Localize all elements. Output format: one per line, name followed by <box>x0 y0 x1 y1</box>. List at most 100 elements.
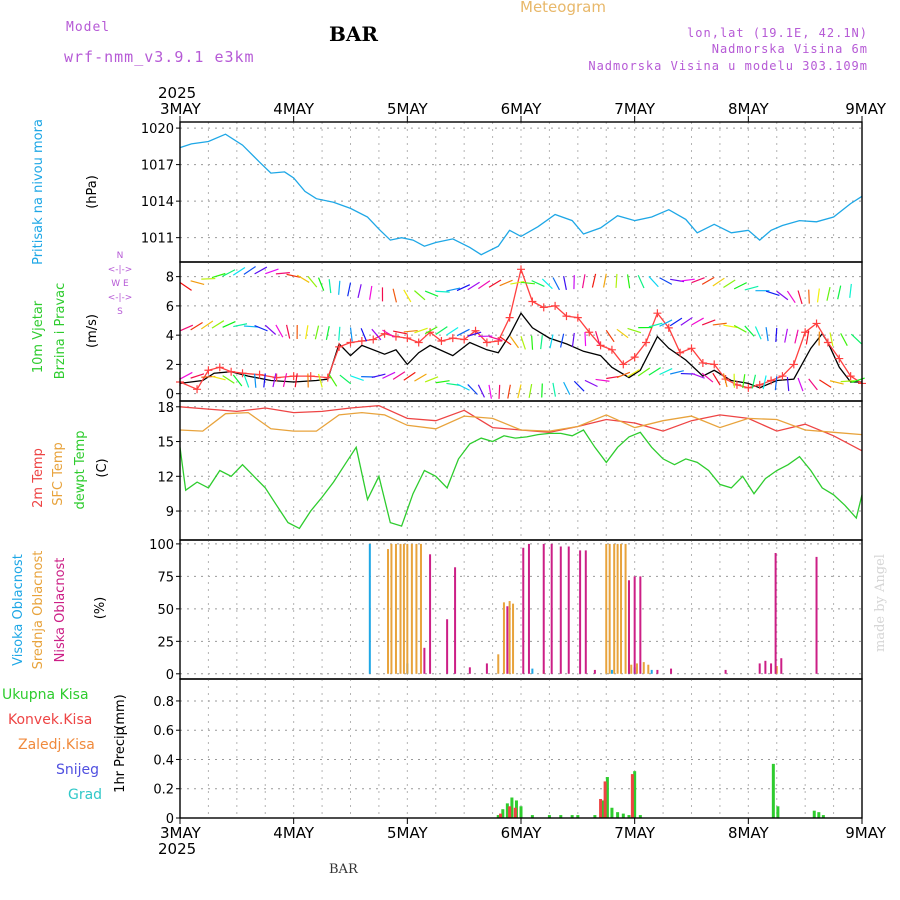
gust-marker <box>539 303 548 312</box>
wind-arrow <box>691 277 705 284</box>
y-tick-label: 50 <box>157 603 174 618</box>
bar-total_precip <box>570 815 574 818</box>
wind-arrow <box>637 275 645 289</box>
gust-marker <box>437 337 446 346</box>
wind-arrow <box>669 317 683 327</box>
wind-arrow <box>837 285 842 300</box>
gust-marker <box>562 312 571 321</box>
wind-arrow <box>347 282 352 297</box>
ylabel-wind-unit: (m/s) <box>85 314 100 348</box>
wind-arrow <box>382 371 396 379</box>
wind-arrow <box>424 290 439 297</box>
wind-arrow <box>349 327 353 342</box>
x-tick-label-bottom: 8MAY <box>728 824 770 842</box>
y-tick-label: 25 <box>157 635 174 650</box>
wind-arrow <box>540 335 543 350</box>
wind-arrow <box>595 330 601 345</box>
bar-total_precip <box>610 807 614 818</box>
wind-arrow <box>328 374 338 387</box>
y-tick-label: 0.8 <box>153 695 174 710</box>
wind-arrow <box>627 369 640 378</box>
gust-marker <box>619 360 628 369</box>
wind-arrow <box>819 379 832 388</box>
wind-arrow <box>605 329 615 343</box>
wind-arrow <box>446 287 461 292</box>
wind-arrow <box>712 322 727 326</box>
gust-marker <box>664 323 673 332</box>
bar-low_cloud <box>446 619 449 674</box>
wind-arrow <box>275 324 284 338</box>
bar-total_precip <box>505 803 509 818</box>
gust-marker <box>272 373 281 382</box>
wind-arrow <box>552 277 560 291</box>
wind-arrow <box>305 325 309 340</box>
bar-total_precip <box>601 800 605 818</box>
product-title: Meteogram <box>520 0 606 16</box>
bar-mid_cloud <box>642 662 645 674</box>
y-tick-label: 1020 <box>141 122 174 137</box>
wind-arrow <box>829 380 844 385</box>
precip-legend-item: Snijeg <box>56 762 99 778</box>
bar-total_precip <box>605 777 609 818</box>
wind-arrow <box>456 328 470 337</box>
series-line-wind_black <box>179 312 862 389</box>
panel-clouds: 0 25 50 75 100 <box>149 538 863 683</box>
gust-marker <box>482 338 491 347</box>
wind-arrow <box>201 277 216 280</box>
bar-total_precip <box>821 815 825 818</box>
wind-arrow <box>733 282 747 290</box>
gust-marker <box>215 363 224 372</box>
info-lonlat: lon,lat (19.1E, 42.1N) <box>687 26 868 40</box>
gust-marker <box>607 345 616 354</box>
ylabel-low-cloud: Niska Oblacnost <box>53 558 68 663</box>
bar-total_precip <box>817 812 821 818</box>
bar-high_cloud <box>531 668 534 674</box>
bar-mid_cloud <box>406 543 409 674</box>
wind-arrow <box>243 266 256 275</box>
bar-total_precip <box>616 812 620 818</box>
x-tick-label-top: 5MAY <box>387 100 429 118</box>
wind-arrow <box>637 367 651 377</box>
x-tick-label-bottom: 6MAY <box>501 824 543 842</box>
wind-arrow <box>701 372 714 383</box>
wind-arrow <box>797 377 804 392</box>
bar-low_cloud <box>423 647 426 674</box>
bar-low_cloud <box>627 580 630 674</box>
wind-arrow <box>659 367 673 376</box>
bar-low_cloud <box>774 552 777 674</box>
wind-arrow <box>339 374 352 385</box>
ylabel-mid-cloud: Srednja Oblacnost <box>31 551 46 670</box>
wind-arrow <box>573 380 585 392</box>
wind-arrow <box>435 326 448 335</box>
x-tick-label-bottom: 3MAY <box>160 824 202 842</box>
wind-arrow <box>222 269 236 277</box>
wind-arrow <box>722 373 728 388</box>
wind-arrow <box>179 371 193 380</box>
wind-arrow <box>282 373 288 387</box>
wind-arrow <box>531 280 545 287</box>
ylabel-precip: 1hr Precip <box>113 727 128 793</box>
wind-arrow <box>403 329 418 333</box>
compass-label: <-|-> <box>108 293 133 303</box>
bar-low_cloud <box>815 556 818 674</box>
wind-arrow <box>509 336 520 349</box>
bar-mid_cloud <box>390 543 393 674</box>
wind-arrow <box>424 376 439 383</box>
gust-marker <box>204 366 213 375</box>
x-tick-label-bottom: 5MAY <box>387 824 429 842</box>
wind-arrow <box>211 320 225 329</box>
model-label: Model <box>66 20 111 35</box>
panel-frame <box>179 400 863 541</box>
wind-arrow <box>392 371 406 380</box>
gust-marker <box>653 309 662 318</box>
wind-arrow <box>263 373 266 388</box>
ylabel-high-cloud: Visoka Oblacnost <box>11 554 26 666</box>
bar-conv_precip <box>603 781 607 818</box>
gust-marker <box>835 354 844 363</box>
bar-total_precip <box>621 813 625 818</box>
wind-arrow <box>712 277 725 287</box>
model-name: wrf-nmm_v3.9.1 e3km <box>64 48 255 66</box>
wind-arrow <box>765 290 780 297</box>
gust-marker <box>414 338 423 347</box>
wind-arrow <box>849 283 852 298</box>
